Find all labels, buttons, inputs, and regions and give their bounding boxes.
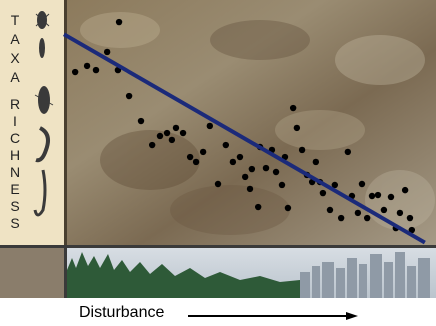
data-point: [104, 49, 110, 55]
data-point: [279, 182, 285, 188]
data-point: [173, 125, 179, 131]
data-point: [381, 207, 387, 213]
data-point: [255, 204, 261, 210]
divider: [64, 248, 67, 300]
data-point: [327, 207, 333, 213]
data-point: [138, 118, 144, 124]
data-point: [116, 19, 122, 25]
data-point: [375, 192, 381, 198]
data-point: [402, 187, 408, 193]
data-point: [169, 137, 175, 143]
data-point: [157, 133, 163, 139]
data-point: [200, 149, 206, 155]
data-point: [313, 159, 319, 165]
y-label: TAXA: [7, 12, 23, 88]
data-point: [299, 147, 305, 153]
x-label: Disturbance: [79, 304, 164, 322]
data-point: [285, 205, 291, 211]
data-point: [369, 193, 375, 199]
data-point: [345, 149, 351, 155]
data-point: [187, 154, 193, 160]
divider: [0, 245, 436, 248]
data-point: [84, 63, 90, 69]
data-point: [273, 169, 279, 175]
data-point: [249, 166, 255, 172]
data-point: [247, 186, 253, 192]
rock-thumbnail: [0, 248, 64, 300]
data-point: [364, 215, 370, 221]
page: TAXA RICHNESS Disturbance: [0, 0, 436, 326]
data-point: [126, 93, 132, 99]
data-point: [388, 194, 394, 200]
footer: [0, 298, 436, 326]
data-point: [359, 181, 365, 187]
data-point: [180, 130, 186, 136]
data-point: [290, 105, 296, 111]
data-point: [72, 69, 78, 75]
data-point: [164, 130, 170, 136]
data-point: [355, 210, 361, 216]
chart: [0, 0, 436, 326]
y-label: RICHNESS: [7, 96, 23, 232]
data-point: [237, 154, 243, 160]
data-point: [149, 142, 155, 148]
data-point: [338, 215, 344, 221]
data-point: [263, 165, 269, 171]
data-point: [320, 190, 326, 196]
data-point: [215, 181, 221, 187]
data-point: [223, 142, 229, 148]
data-point: [294, 125, 300, 131]
data-point: [93, 67, 99, 73]
data-point: [242, 174, 248, 180]
data-point: [207, 123, 213, 129]
data-point: [193, 159, 199, 165]
data-point: [407, 215, 413, 221]
data-point: [397, 210, 403, 216]
data-point: [230, 159, 236, 165]
